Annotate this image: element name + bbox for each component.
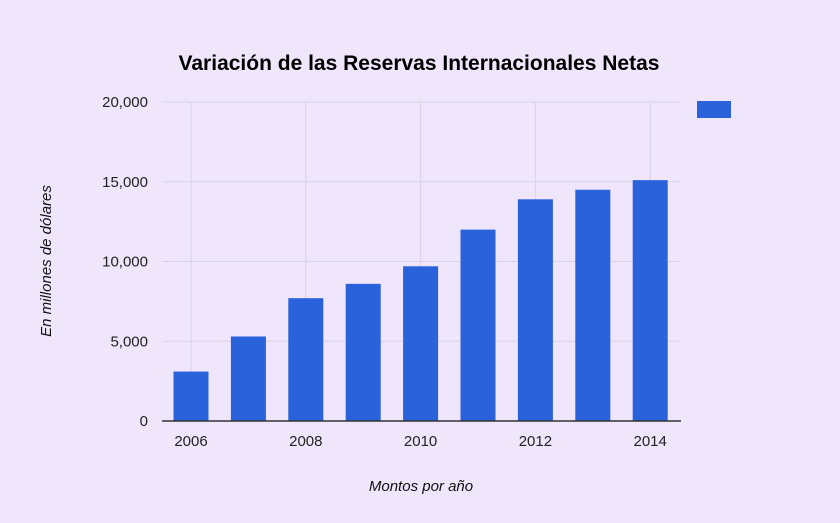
bar-2010 [403,266,439,421]
bar-2006 [173,371,209,421]
y-tick-labels: 0 5,000 10,000 15,000 20,000 [102,94,148,430]
bar-series [173,180,668,421]
legend [697,101,731,118]
bar-2011 [460,229,496,421]
y-tick-label: 0 [140,413,148,430]
bar-2008 [288,298,324,421]
x-tick-label: 2006 [174,433,207,450]
bar-2009 [345,283,381,421]
bar-2012 [517,199,553,421]
x-tick-label: 2014 [634,433,667,450]
bar-2007 [230,336,266,421]
y-tick-label: 5,000 [110,333,148,350]
bar-2013 [575,189,611,421]
x-tick-label: 2008 [289,433,322,450]
y-tick-label: 20,000 [102,94,148,111]
legend-swatch [697,101,731,118]
y-tick-label: 15,000 [102,174,148,191]
chart-title: Variación de las Reservas Internacionale… [179,52,660,75]
y-tick-label: 10,000 [102,254,148,271]
x-axis-title: Montos por año [369,478,473,495]
y-axis-title: En millones de dólares [38,185,55,337]
x-tick-labels: 2006 2008 2010 2012 2014 [174,433,667,450]
x-tick-label: 2012 [519,433,552,450]
bar-2014 [632,180,668,421]
x-tick-label: 2010 [404,433,437,450]
